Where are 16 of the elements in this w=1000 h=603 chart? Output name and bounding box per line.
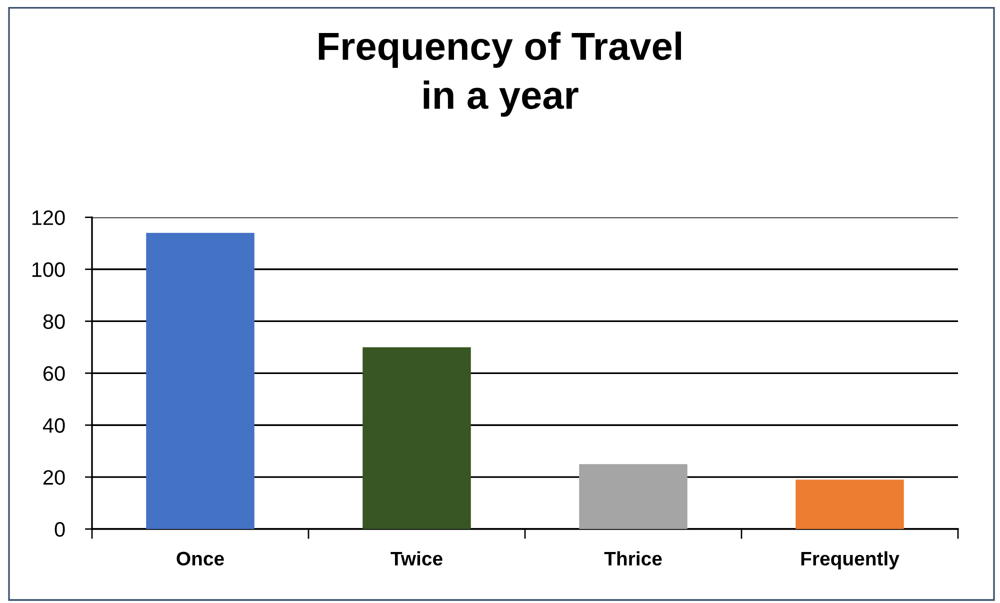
y-tick-label: 0 [54,522,65,537]
chart-title: Frequency of Travel in a year [318,32,681,117]
x-tick-label: Twice [390,551,442,566]
y-tick-label: 60 [44,366,65,381]
y-tick-label: 40 [42,418,65,433]
y-tick-label: 80 [43,314,65,329]
bar [796,480,904,530]
x-tick-label: Once [176,552,224,566]
y-tick-label: 120 [32,210,65,226]
x-tick-label: Frequently [801,551,900,570]
y-tick-label: 100 [32,262,65,278]
y-tick-label: 20 [43,470,65,485]
bar [579,464,688,530]
bar [146,232,254,530]
bar [362,347,471,530]
x-tick-label: Thrice [604,551,662,566]
